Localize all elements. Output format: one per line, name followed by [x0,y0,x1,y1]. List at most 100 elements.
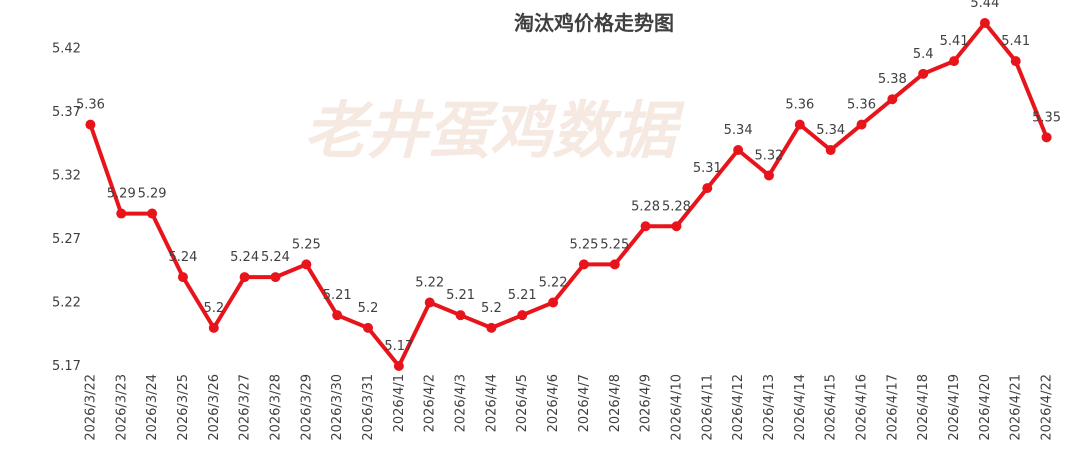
data-label: 5.28 [631,199,660,214]
x-tick-label: 2026/4/22 [1040,374,1055,441]
data-label: 5.17 [384,339,413,354]
x-tick-label: 2026/4/18 [916,374,931,441]
x-tick-label: 2026/4/3 [454,374,469,432]
x-tick-label: 2026/3/28 [268,374,283,441]
data-point [116,208,127,219]
data-point [486,322,497,333]
data-label: 5.36 [785,98,814,113]
data-point [363,322,374,333]
data-point [578,259,589,270]
data-label: 5.21 [446,288,475,303]
data-label: 5.35 [1032,110,1061,125]
x-tick-label: 2026/4/14 [793,374,808,441]
series-line [88,21,1049,368]
data-point [177,272,188,283]
data-label: 5.24 [261,250,290,265]
data-point [548,297,559,308]
data-label: 5.4 [913,47,934,62]
data-label: 5.36 [847,98,876,113]
data-label: 5.31 [693,161,722,176]
data-label: 5.36 [76,98,105,113]
x-tick-label: 2026/3/24 [145,374,160,441]
x-tick-label: 2026/3/22 [83,374,98,441]
data-label: 5.28 [662,199,691,214]
y-tick-label: 5.42 [52,41,81,56]
data-label: 5.34 [724,123,753,138]
data-point [979,18,990,28]
data-point [332,310,343,321]
x-tick-label: 2026/3/30 [330,374,345,441]
data-label: 5.41 [940,34,969,49]
x-tick-label: 2026/4/4 [484,374,499,432]
data-label: 5.2 [358,301,379,316]
data-label: 5.25 [569,237,598,252]
x-tick-label: 2026/4/12 [731,374,746,441]
x-tick-label: 2026/3/31 [361,374,376,441]
data-point [794,119,805,130]
x-tick-label: 2026/4/17 [885,374,900,441]
data-label: 5.24 [168,250,197,265]
data-point [1041,132,1052,143]
x-tick-label: 2026/4/11 [700,374,715,441]
x-tick-label: 2026/4/8 [608,374,623,432]
x-tick-label: 2026/4/6 [546,374,561,432]
series-markers [85,18,1052,371]
y-tick-label: 5.17 [52,359,81,374]
x-tick-label: 2026/4/9 [639,374,654,432]
data-point [825,145,836,156]
data-label: 5.21 [323,288,352,303]
data-point [1010,56,1021,67]
x-tick-label: 2026/4/15 [824,374,839,441]
data-label: 5.44 [970,0,999,11]
data-point [949,56,960,67]
data-point [517,310,528,321]
data-point [393,361,404,371]
x-tick-label: 2026/4/1 [392,374,407,432]
data-point [887,94,898,105]
x-axis: 2026/3/22 2026/3/23 2026/3/24 2026/3/25 2026… [83,374,1054,441]
data-label: 5.21 [508,288,537,303]
data-label: 5.25 [600,237,629,252]
data-label: 5.24 [230,250,259,265]
y-tick-label: 5.37 [52,105,81,120]
data-point [671,221,682,232]
data-point [147,208,158,219]
x-tick-label: 2026/4/7 [577,374,592,432]
data-point [856,119,867,130]
data-point [763,170,774,181]
data-point [702,183,713,194]
data-point [455,310,466,321]
x-tick-label: 2026/3/25 [176,374,191,441]
x-tick-label: 2026/4/10 [669,374,684,441]
x-tick-label: 2026/4/2 [423,374,438,432]
x-tick-label: 2026/3/26 [207,374,222,441]
data-point [640,221,651,232]
data-point [609,259,620,270]
data-point [733,145,744,156]
data-point [85,119,96,130]
x-tick-label: 2026/3/27 [238,374,253,441]
x-tick-label: 2026/4/19 [947,374,962,441]
data-label: 5.25 [292,237,321,252]
y-tick-label: 5.32 [52,168,81,183]
data-point [270,272,281,283]
x-tick-label: 2026/4/21 [1009,374,1024,441]
data-point [208,322,219,333]
data-point [239,272,250,283]
data-label: 5.34 [816,123,845,138]
x-tick-label: 2026/4/5 [515,374,530,432]
data-label: 5.32 [755,148,784,163]
y-tick-label: 5.27 [52,232,81,247]
data-label: 5.22 [539,275,568,290]
x-tick-label: 2026/3/23 [114,374,129,441]
data-label: 5.41 [1001,34,1030,49]
data-label: 5.29 [138,187,167,202]
data-point [301,259,312,270]
data-label: 5.38 [878,72,907,87]
watermark: 老井蛋鸡数据 [304,94,685,167]
y-tick-label: 5.22 [52,295,81,310]
x-tick-label: 2026/4/16 [855,374,870,441]
chart-title: 淘汰鸡价格走势图 [514,11,674,35]
